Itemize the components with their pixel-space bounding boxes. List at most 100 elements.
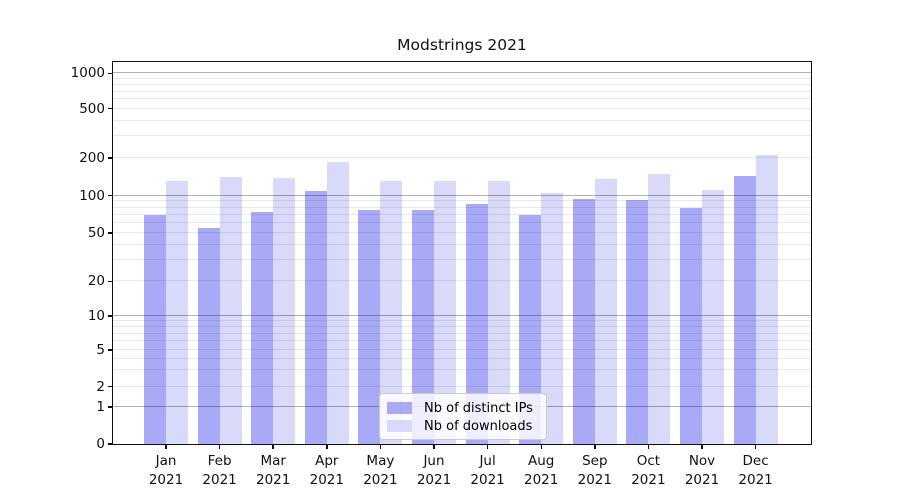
- bar-nb-of-distinct-ips-jan-2021: [144, 214, 166, 444]
- bar-nb-of-downloads-feb-2021: [219, 176, 242, 444]
- gridline-minor-200: [113, 157, 811, 159]
- bar-nb-of-distinct-ips-feb-2021: [197, 227, 220, 444]
- y-tick-mark-1000: [108, 72, 113, 75]
- x-tick-line: Dec: [742, 453, 769, 469]
- y-tick-mark-50: [108, 232, 113, 234]
- bar-nb-of-distinct-ips-aug-2021: [519, 214, 542, 444]
- x-tick-mark-may-2021: [379, 445, 382, 449]
- x-tick-mark-oct-2021: [647, 445, 650, 449]
- bar-nb-of-distinct-ips-dec-2021: [733, 175, 756, 444]
- x-tick-line: 2021: [524, 472, 559, 488]
- y-tick-label-2: 2: [96, 378, 105, 395]
- x-tick-line: Feb: [207, 453, 232, 469]
- legend-swatch-distinct-ips: [387, 402, 412, 414]
- y-tick-label-200: 200: [79, 150, 105, 167]
- x-tick-label-nov-2021: Nov 2021: [670, 452, 734, 490]
- bar-nb-of-distinct-ips-sep-2021: [572, 199, 595, 444]
- y-tick-mark-200: [108, 157, 113, 159]
- x-tick-line: Oct: [636, 453, 661, 469]
- legend: Nb of distinct IPs Nb of downloads: [379, 393, 547, 440]
- bar-nb-of-downloads-nov-2021: [702, 190, 724, 444]
- x-tick-mark-aug-2021: [540, 445, 542, 449]
- x-tick-line: Jan: [155, 453, 177, 469]
- bar-nb-of-downloads-mar-2021: [273, 177, 296, 444]
- x-tick-line: Apr: [315, 453, 339, 469]
- y-tick-label-50: 50: [87, 224, 105, 241]
- x-tick-mark-jul-2021: [486, 445, 489, 449]
- x-tick-label-jul-2021: Jul 2021: [456, 452, 520, 490]
- x-tick-mark-dec-2021: [754, 445, 757, 449]
- y-tick-label-1000: 1000: [70, 65, 105, 82]
- bar-nb-of-distinct-ips-oct-2021: [626, 200, 649, 444]
- gridline-minor-900: [113, 77, 811, 79]
- x-tick-line: 2021: [309, 472, 344, 488]
- x-tick-label-jan-2021: Jan 2021: [134, 452, 198, 490]
- legend-row-distinct-ips: Nb of distinct IPs: [387, 399, 538, 417]
- x-tick-label-feb-2021: Feb 2021: [188, 452, 252, 490]
- x-tick-line: 2021: [684, 472, 720, 488]
- x-tick-line: May: [366, 453, 395, 469]
- bar-nb-of-distinct-ips-nov-2021: [680, 208, 702, 444]
- x-tick-mark-mar-2021: [272, 445, 274, 449]
- gridline-minor-300: [113, 135, 811, 137]
- bar-nb-of-downloads-dec-2021: [755, 155, 778, 444]
- gridline-minor-700: [113, 90, 811, 92]
- x-tick-line: Aug: [528, 453, 555, 469]
- bar-nb-of-downloads-aug-2021: [541, 192, 564, 444]
- x-tick-line: 2021: [256, 472, 291, 488]
- x-tick-mark-feb-2021: [218, 445, 221, 449]
- y-tick-label-100: 100: [79, 187, 105, 204]
- bar-nb-of-downloads-sep-2021: [594, 178, 617, 444]
- bar-nb-of-downloads-jan-2021: [166, 181, 188, 444]
- x-tick-line: 2021: [738, 472, 773, 488]
- legend-swatch-downloads: [387, 420, 412, 432]
- y-tick-mark-500: [108, 107, 113, 110]
- y-tick-mark-10: [108, 315, 113, 317]
- x-tick-line: 2021: [363, 472, 398, 488]
- bar-nb-of-downloads-oct-2021: [648, 173, 671, 444]
- x-tick-label-oct-2021: Oct 2021: [616, 452, 680, 490]
- gridline-minor-800: [113, 83, 811, 85]
- x-tick-line: 2021: [631, 472, 666, 488]
- y-tick-mark-20: [108, 280, 113, 282]
- gridline-minor-500: [113, 107, 811, 109]
- x-tick-line: Sep: [582, 453, 608, 469]
- legend-label-distinct-ips: Nb of distinct IPs: [424, 400, 533, 416]
- x-tick-label-mar-2021: Mar 2021: [241, 452, 305, 490]
- y-tick-mark-100: [108, 194, 113, 197]
- x-tick-line: Jun: [423, 453, 445, 469]
- y-tick-label-10: 10: [87, 308, 105, 325]
- gridline-minor-600: [113, 98, 811, 100]
- y-tick-mark-0: [108, 443, 113, 445]
- y-tick-mark-5: [108, 349, 113, 351]
- x-tick-label-sep-2021: Sep 2021: [563, 452, 627, 490]
- bar-nb-of-distinct-ips-may-2021: [358, 209, 381, 444]
- x-tick-line: 2021: [202, 472, 237, 488]
- x-tick-line: 2021: [470, 472, 505, 488]
- x-tick-line: 2021: [416, 472, 452, 488]
- y-tick-label-1: 1: [96, 399, 105, 416]
- x-tick-mark-nov-2021: [701, 445, 703, 449]
- y-tick-label-5: 5: [96, 342, 105, 359]
- bar-nb-of-distinct-ips-jun-2021: [412, 209, 434, 444]
- x-tick-line: Mar: [260, 453, 286, 469]
- x-tick-line: Jul: [479, 453, 496, 469]
- legend-label-downloads: Nb of downloads: [424, 418, 533, 434]
- legend-row-downloads: Nb of downloads: [387, 417, 538, 435]
- x-tick-label-apr-2021: Apr 2021: [295, 452, 359, 490]
- bar-nb-of-downloads-jul-2021: [487, 181, 510, 444]
- x-tick-line: Nov: [688, 453, 716, 469]
- bar-nb-of-distinct-ips-jul-2021: [465, 203, 488, 444]
- gridline-major-1000: [113, 72, 811, 74]
- x-tick-label-jun-2021: Jun 2021: [402, 452, 466, 490]
- x-tick-label-may-2021: May 2021: [348, 452, 412, 490]
- x-tick-line: 2021: [577, 472, 612, 488]
- y-tick-mark-1: [108, 406, 113, 408]
- bar-nb-of-downloads-jun-2021: [434, 181, 456, 444]
- x-tick-mark-jan-2021: [165, 445, 167, 449]
- chart-title: Modstrings 2021: [397, 36, 527, 54]
- bar-nb-of-downloads-apr-2021: [326, 161, 349, 444]
- x-tick-mark-apr-2021: [326, 445, 328, 449]
- x-tick-mark-sep-2021: [594, 445, 596, 449]
